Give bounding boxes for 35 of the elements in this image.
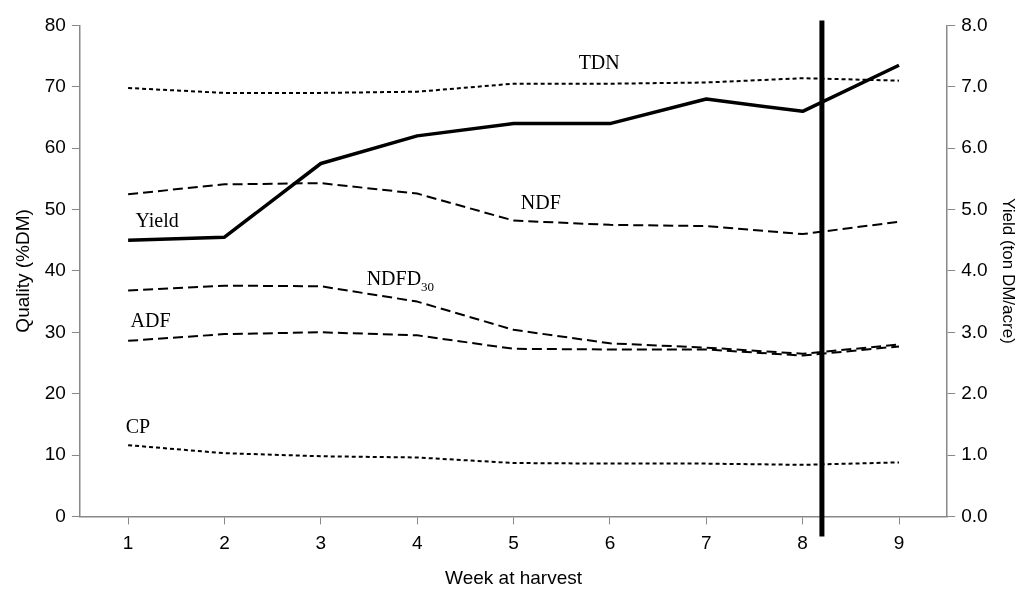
y2-tick-label: 8.0 — [961, 13, 988, 35]
x-tick-label: 2 — [219, 532, 230, 554]
y-tick-label: 40 — [44, 259, 66, 281]
x-tick-label: 9 — [893, 532, 905, 554]
y2-tick-label: 1.0 — [961, 443, 988, 465]
series-label: Yield — [135, 208, 179, 231]
y2-tick-label: 6.0 — [961, 136, 988, 158]
y-tick-label: 50 — [44, 197, 66, 219]
x-tick-label: 5 — [508, 532, 519, 554]
y-axis-title: Quality (%DM) — [11, 209, 33, 333]
y-tick-label: 60 — [44, 136, 66, 158]
x-tick-label: 6 — [604, 532, 616, 554]
y2-tick-label: 4.0 — [961, 259, 988, 281]
series-label: TDN — [578, 50, 620, 73]
series-label: NDF — [520, 190, 561, 213]
series-label: ADF — [130, 309, 171, 332]
y2-tick-label: 0.0 — [961, 504, 988, 526]
x-tick-label: 7 — [700, 532, 712, 554]
y2-tick-label: 7.0 — [961, 75, 988, 97]
x-tick-label: 4 — [411, 532, 423, 554]
y-tick-label: 80 — [44, 13, 66, 35]
y-tick-label: 20 — [44, 381, 66, 403]
y2-tick-label: 5.0 — [961, 197, 988, 219]
series-label: CP — [125, 415, 151, 438]
x-axis-title: Week at harvest — [445, 566, 583, 588]
x-tick-label: 1 — [122, 532, 134, 554]
y-tick-label: 30 — [44, 320, 66, 342]
y-tick-label: 0 — [55, 504, 66, 526]
y-tick-label: 10 — [44, 443, 66, 465]
y-tick-label: 70 — [44, 75, 66, 97]
x-tick-label: 8 — [797, 532, 808, 554]
y2-tick-label: 2.0 — [961, 381, 988, 403]
y2-tick-label: 3.0 — [961, 320, 988, 342]
y2-axis-title: Yield (ton DM/acre) — [999, 197, 1019, 344]
x-tick-label: 3 — [315, 532, 327, 554]
